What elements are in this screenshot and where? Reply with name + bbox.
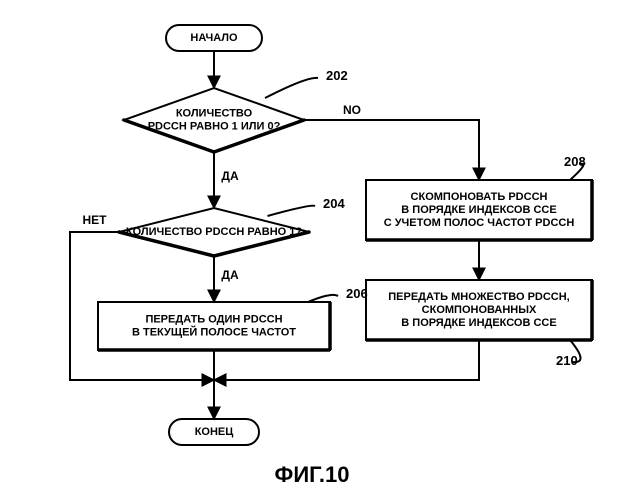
svg-text:НАЧАЛО: НАЧАЛО [190,32,238,44]
svg-text:ПЕРЕДАТЬ ОДИН PDCCH: ПЕРЕДАТЬ ОДИН PDCCH [145,314,282,326]
svg-text:СКОМПОНОВАТЬ PDCCH: СКОМПОНОВАТЬ PDCCH [411,191,548,203]
svg-text:ПЕРЕДАТЬ МНОЖЕСТВО PDCCH,: ПЕРЕДАТЬ МНОЖЕСТВО PDCCH, [388,291,569,303]
tag-206: 206 [346,286,368,301]
tag-210: 210 [556,353,578,368]
figure-label: ФИГ.10 [275,462,350,487]
node-start: НАЧАЛО [166,25,262,51]
svg-text:КОЛИЧЕСТВО: КОЛИЧЕСТВО [176,108,253,120]
label-yes2: ДА [221,268,239,282]
tag-204: 204 [323,196,345,211]
svg-text:КОЛИЧЕСТВО PDCCH РАВНО 1?: КОЛИЧЕСТВО PDCCH РАВНО 1? [126,226,302,238]
svg-text:СКОМПОНОВАННЫХ: СКОМПОНОВАННЫХ [422,304,537,316]
svg-text:PDCCH РАВНО 1 ИЛИ 0?: PDCCH РАВНО 1 ИЛИ 0? [148,121,281,133]
label-yes1: ДА [221,169,239,183]
label-no: NO [343,103,361,117]
tag-202: 202 [326,68,348,83]
svg-text:В ПОРЯДКЕ ИНДЕКСОВ CCE: В ПОРЯДКЕ ИНДЕКСОВ CCE [401,317,556,329]
node-end: КОНЕЦ [169,419,259,445]
svg-text:В ТЕКУЩЕЙ ПОЛОСЕ ЧАСТОТ: В ТЕКУЩЕЙ ПОЛОСЕ ЧАСТОТ [132,326,296,339]
svg-text:В ПОРЯДКЕ ИНДЕКСОВ CCE: В ПОРЯДКЕ ИНДЕКСОВ CCE [401,204,556,216]
label-no2: НЕТ [83,213,108,227]
tag-208: 208 [564,154,586,169]
edge-dec1-no [304,120,479,180]
svg-text:С УЧЕТОМ ПОЛОС ЧАСТОТ PDCCH: С УЧЕТОМ ПОЛОС ЧАСТОТ PDCCH [384,217,575,229]
svg-text:КОНЕЦ: КОНЕЦ [195,426,234,438]
